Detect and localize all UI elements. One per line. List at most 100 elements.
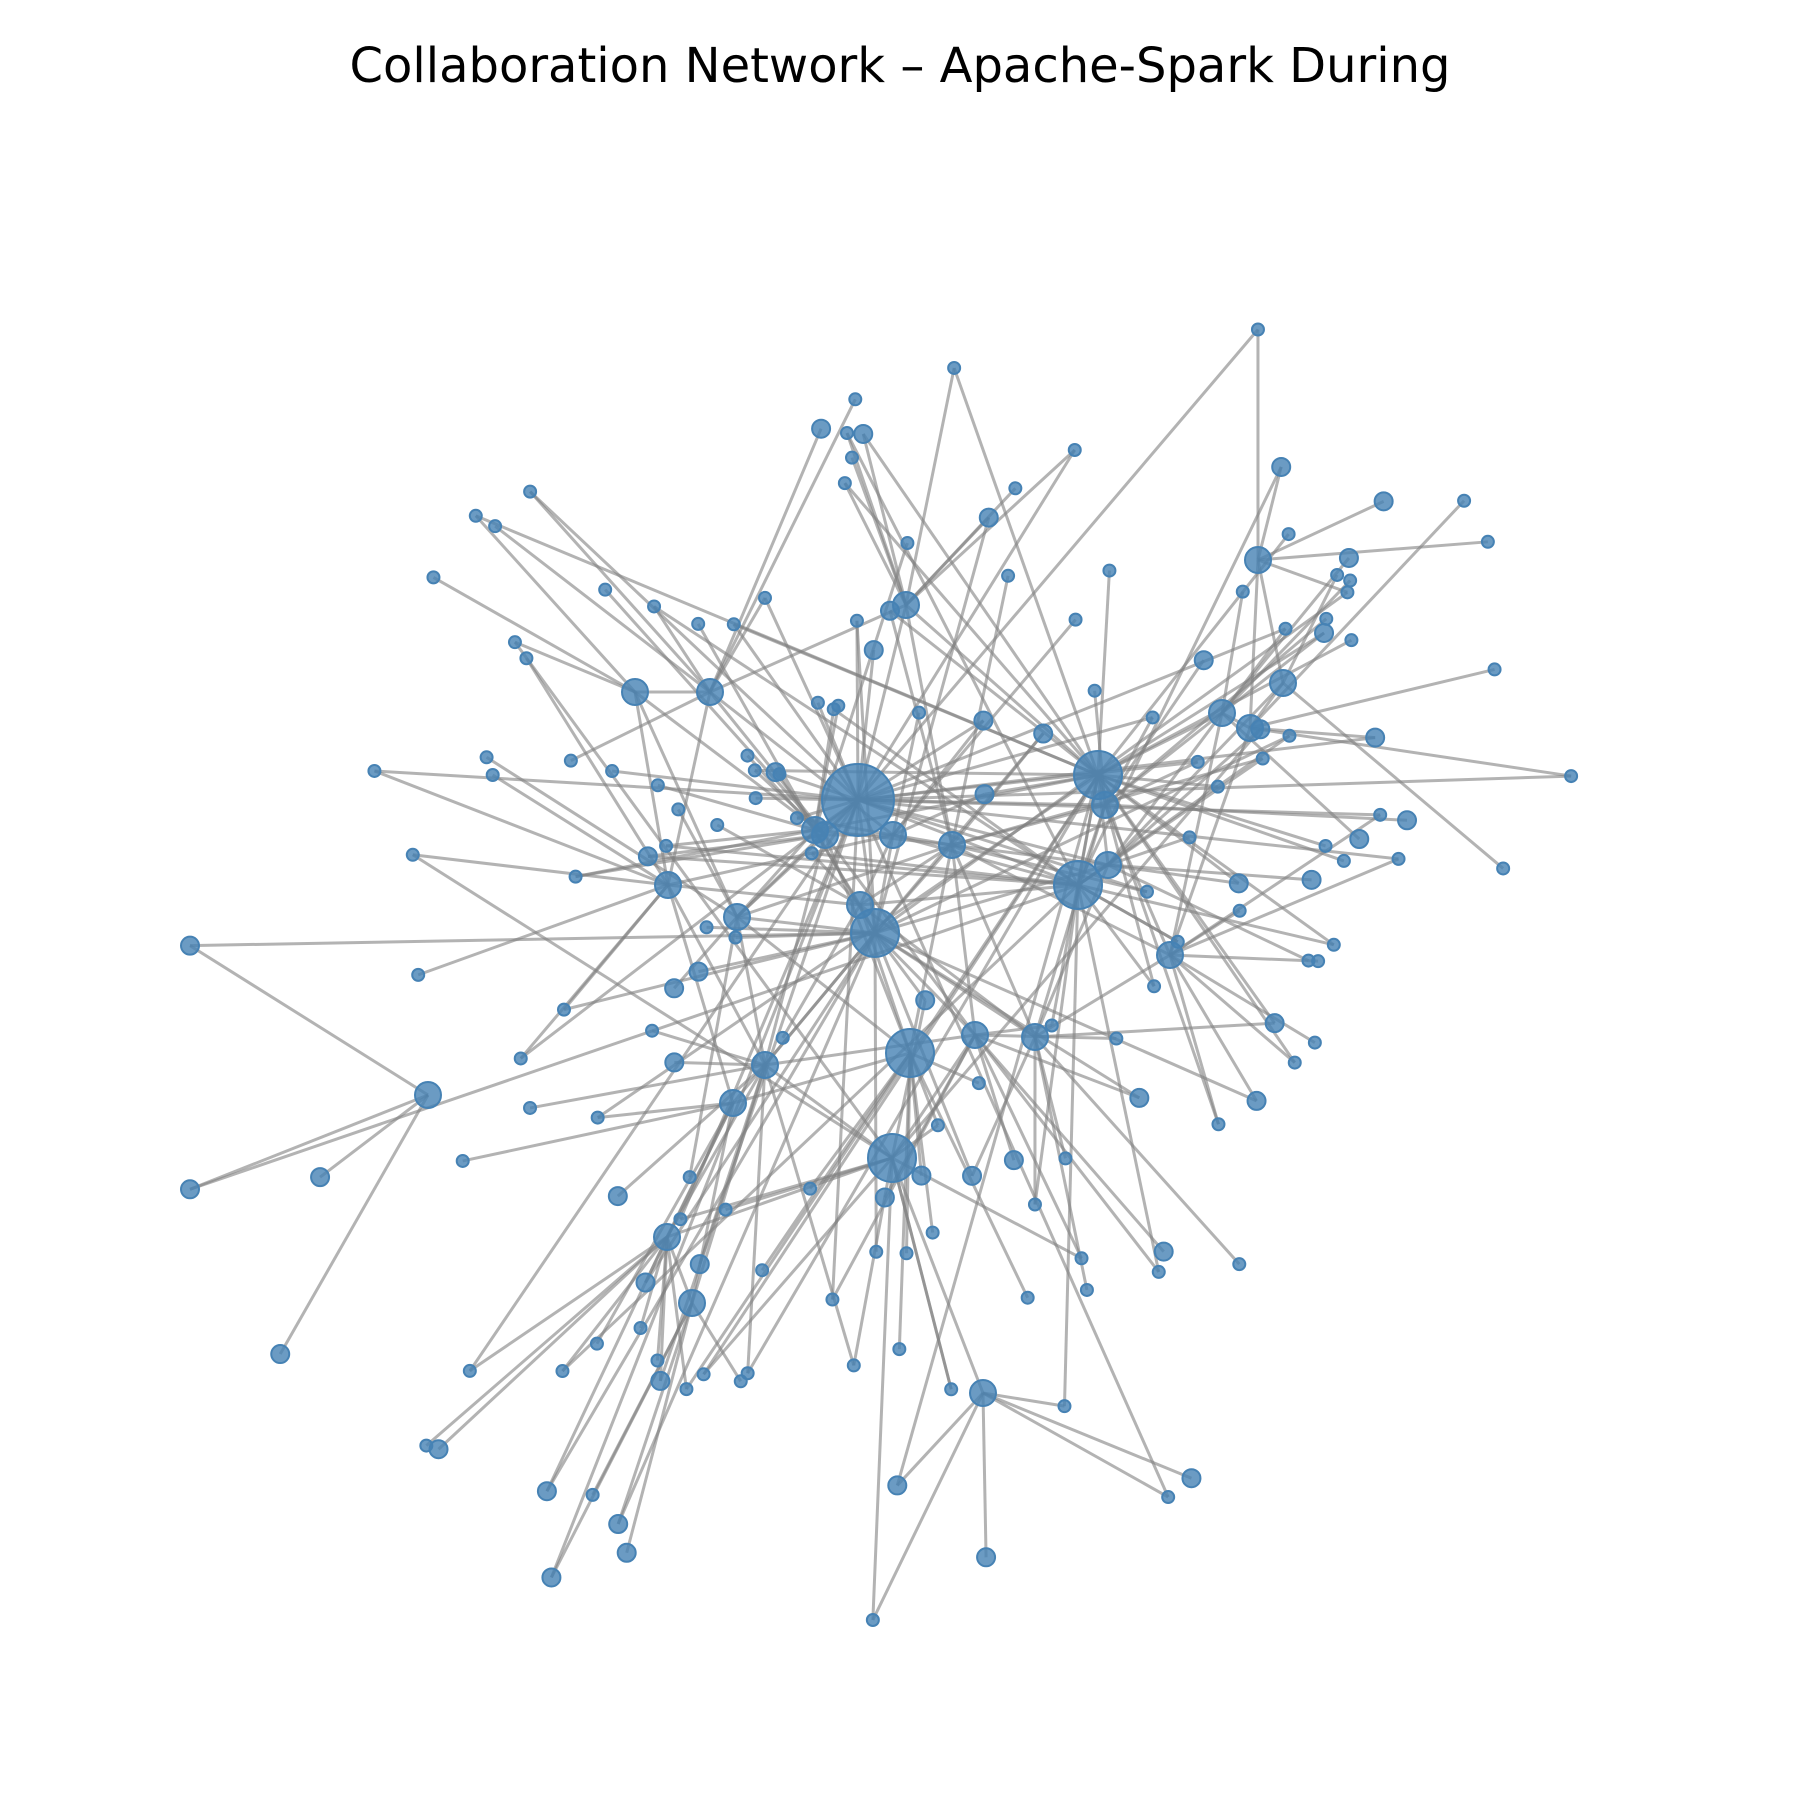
network-edge bbox=[1107, 835, 1190, 867]
contributor-node bbox=[849, 613, 864, 628]
contributor-node bbox=[426, 570, 441, 585]
network-edge bbox=[1169, 953, 1316, 1044]
contributor-node bbox=[462, 1363, 477, 1378]
contributor-node bbox=[488, 519, 503, 534]
network-edge bbox=[1076, 884, 1161, 1273]
network-edge bbox=[514, 640, 636, 694]
network-edge bbox=[189, 931, 876, 948]
contributor-node bbox=[1391, 851, 1406, 866]
contributor-node bbox=[673, 1212, 688, 1227]
network-edge bbox=[570, 690, 711, 762]
network-edge bbox=[425, 1235, 668, 1447]
network-edge bbox=[374, 769, 859, 802]
contributor-node bbox=[699, 920, 714, 935]
network-edge bbox=[616, 1302, 694, 1525]
contributor-node bbox=[755, 1263, 770, 1278]
contributor-node bbox=[1264, 1013, 1285, 1034]
contributor-node bbox=[637, 846, 658, 867]
contributor-node bbox=[947, 360, 962, 375]
contributor-node bbox=[874, 1187, 895, 1208]
contributor-node bbox=[647, 599, 662, 614]
contributor-node bbox=[1147, 979, 1162, 994]
network-edge bbox=[857, 798, 1381, 817]
contributor-node bbox=[479, 750, 494, 765]
contributor-node bbox=[1480, 534, 1495, 549]
network-edge bbox=[417, 883, 669, 977]
contributor-node bbox=[765, 762, 786, 783]
contributor-node bbox=[1282, 728, 1297, 743]
network-edge bbox=[1107, 863, 1310, 962]
contributor-node bbox=[1145, 710, 1160, 725]
contributor-node bbox=[664, 978, 685, 999]
contributor-node bbox=[650, 1370, 671, 1391]
contributor-node bbox=[1564, 769, 1579, 784]
hub-node bbox=[1208, 699, 1236, 727]
contributor-node bbox=[616, 1542, 637, 1563]
network-edge bbox=[709, 603, 907, 694]
hub-node bbox=[621, 678, 649, 706]
network-edge bbox=[856, 799, 1170, 1498]
network-edge bbox=[871, 1157, 894, 1621]
contributor-node bbox=[507, 635, 522, 650]
contributor-node bbox=[1129, 1087, 1150, 1108]
contributor-node bbox=[1397, 810, 1418, 831]
contributor-node bbox=[1068, 612, 1083, 627]
network-edge bbox=[633, 691, 739, 918]
contributor-node bbox=[607, 1186, 628, 1207]
network-edge bbox=[1106, 627, 1287, 866]
edge-layer bbox=[189, 328, 1572, 1621]
network-edge bbox=[666, 884, 767, 1066]
network-edge bbox=[1249, 726, 1572, 778]
network-edge bbox=[1168, 954, 1220, 1125]
contributor-node bbox=[837, 476, 852, 491]
contributor-node bbox=[419, 1438, 434, 1453]
network-edge bbox=[1249, 667, 1495, 730]
network-edge bbox=[634, 690, 826, 837]
network-edge bbox=[1282, 681, 1505, 870]
network-edge bbox=[871, 1392, 985, 1621]
contributor-node bbox=[973, 710, 994, 731]
hub-node bbox=[653, 1223, 681, 1251]
network-edge bbox=[189, 944, 429, 1097]
contributor-node bbox=[1281, 527, 1296, 542]
contributor-node bbox=[1319, 611, 1334, 626]
contributor-node bbox=[541, 1567, 562, 1588]
network-edge bbox=[1033, 1035, 1241, 1266]
contributor-node bbox=[1365, 727, 1386, 748]
hub-node bbox=[696, 678, 724, 706]
network-edge bbox=[561, 883, 1080, 1373]
hub-node bbox=[1244, 546, 1272, 574]
contributor-node bbox=[1340, 585, 1355, 600]
contributor-node bbox=[1326, 937, 1341, 952]
contributor-node bbox=[671, 802, 686, 817]
network-edge bbox=[1107, 728, 1262, 867]
network-edge bbox=[412, 853, 669, 887]
network-edge bbox=[625, 1302, 694, 1554]
network-edge bbox=[736, 915, 911, 1055]
network-edge bbox=[278, 1094, 430, 1355]
network-edge bbox=[519, 798, 859, 1060]
contributor-node bbox=[863, 640, 884, 661]
contributor-node bbox=[846, 1358, 861, 1373]
network-edge bbox=[1221, 631, 1325, 715]
contributor-node bbox=[1190, 754, 1205, 769]
contributor-node bbox=[962, 1165, 983, 1186]
network-edge bbox=[897, 1052, 912, 1350]
hub-node bbox=[961, 1021, 989, 1049]
contributor-node bbox=[645, 1023, 660, 1038]
contributor-node bbox=[563, 753, 578, 768]
network-edge bbox=[892, 792, 986, 837]
contributor-node bbox=[689, 1254, 710, 1275]
network-edge bbox=[764, 1063, 893, 1160]
network-edge bbox=[873, 932, 878, 1252]
network-edge bbox=[896, 1391, 985, 1487]
network-edge bbox=[1257, 540, 1488, 562]
contributor-node bbox=[1057, 1399, 1072, 1414]
hub-node bbox=[1156, 941, 1184, 969]
contributor-node bbox=[1087, 683, 1102, 698]
network-edge bbox=[908, 1052, 935, 1233]
contributor-node bbox=[1336, 853, 1351, 868]
network-edge bbox=[666, 884, 735, 1104]
contributor-node bbox=[659, 838, 674, 853]
